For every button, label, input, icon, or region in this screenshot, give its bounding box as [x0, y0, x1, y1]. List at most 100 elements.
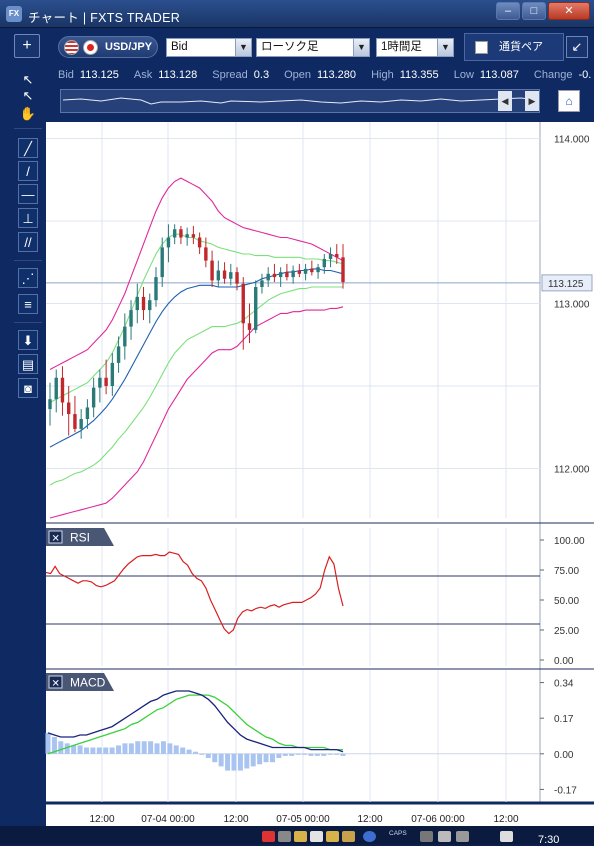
rsi-line: [45, 551, 344, 635]
currency-pair-checkbox[interactable]: [475, 41, 488, 54]
rsi-tick-label: 25.00: [554, 626, 579, 637]
change-label: Change: [533, 69, 573, 81]
low-label: Low: [453, 69, 474, 81]
candle-body: [191, 234, 196, 238]
candle-body: [123, 326, 127, 347]
macd-histogram-bar: [90, 747, 96, 754]
period-select[interactable]: 1時間足 ▼: [376, 38, 454, 57]
candle-body: [104, 377, 108, 386]
open-value: 113.280: [317, 69, 356, 81]
macd-histogram-bar: [173, 745, 179, 754]
list-tool-icon[interactable]: ▤: [18, 354, 38, 374]
fibonacci-retracement-tool-icon[interactable]: ≡: [18, 294, 38, 314]
help-icon[interactable]: [363, 831, 376, 842]
candle-body: [316, 267, 320, 273]
horizontal-line-tool-icon[interactable]: —: [18, 184, 38, 204]
camera-tool-icon[interactable]: ◙: [18, 378, 38, 398]
home-icon[interactable]: ⌂: [558, 90, 580, 112]
macd-histogram-bar: [250, 753, 256, 767]
close-button[interactable]: ✕: [548, 2, 590, 20]
parallel-lines-tool-icon[interactable]: //: [18, 232, 38, 252]
currency-pair-tab[interactable]: 通貨ペア: [464, 33, 564, 61]
add-chart-button[interactable]: +: [14, 34, 40, 58]
candle-body: [297, 270, 302, 274]
tray-monitor-icon: [456, 831, 469, 842]
high-label: High: [371, 69, 394, 81]
fibonacci-fan-tool-icon[interactable]: ⋰: [18, 268, 38, 288]
macd-histogram-bar: [334, 753, 340, 755]
minimize-button[interactable]: –: [496, 2, 520, 20]
candle-body: [129, 310, 133, 327]
price-type-value: Bid: [171, 41, 188, 53]
candle-body: [179, 229, 183, 238]
macd-histogram-bar: [109, 747, 115, 754]
crosshair-pointer-tool-icon[interactable]: ↖: [22, 88, 34, 103]
macd-histogram-bar: [141, 741, 147, 754]
price-plot-area[interactable]: [46, 122, 540, 518]
candle-body: [291, 270, 295, 278]
chart-navigator[interactable]: [60, 89, 540, 113]
time-tick-label: 12:00: [89, 814, 114, 825]
close-icon[interactable]: ✕: [52, 534, 60, 545]
navigator-left-arrow[interactable]: ◀: [498, 91, 512, 111]
macd-histogram-bar: [282, 753, 288, 756]
tray-app-icon: [278, 831, 291, 842]
bollinger-upper-2sigma-line: [49, 177, 344, 370]
time-tick-label: 07-04 00:00: [141, 814, 195, 825]
download-tool-icon[interactable]: ⬇: [18, 330, 38, 350]
close-icon-box[interactable]: [48, 530, 63, 544]
candle-body: [341, 257, 345, 283]
candle-body: [98, 377, 102, 388]
maximize-button[interactable]: □: [522, 2, 546, 20]
ask-value: 113.128: [158, 69, 198, 81]
candle-body: [204, 247, 208, 261]
candle-body: [197, 237, 202, 248]
macd-histogram-bar: [295, 753, 301, 755]
pointer-tool-icon[interactable]: ↖: [22, 72, 34, 87]
macd-histogram-bar: [263, 753, 269, 763]
macd-tick-label: -0.17: [554, 785, 577, 796]
price-type-select[interactable]: Bid ▼: [166, 38, 252, 57]
candle-body: [303, 268, 308, 274]
tray-alert-icon: [262, 831, 275, 842]
vertical-line-tool-icon[interactable]: ⊥: [18, 208, 38, 228]
macd-indicator-tab[interactable]: ✕ MACD: [46, 673, 114, 691]
title-bar[interactable]: FX チャート | FXTS TRADER – □ ✕: [0, 0, 594, 28]
line-tool-icon[interactable]: /: [18, 161, 38, 181]
macd-histogram-bar: [160, 741, 166, 754]
close-icon-box[interactable]: [48, 675, 63, 689]
chart-type-select[interactable]: ローソク足 ▼: [256, 38, 370, 57]
candle-body: [160, 247, 164, 278]
expand-icon[interactable]: ↙: [566, 36, 588, 58]
trend-pen-tool-icon[interactable]: ╱: [18, 138, 38, 158]
currency-pair-selector[interactable]: USD/JPY: [58, 36, 158, 58]
candle-body: [110, 362, 115, 386]
rsi-tick-label: 75.00: [554, 566, 579, 577]
macd-histogram-bar: [51, 737, 57, 754]
navigator-right-arrow[interactable]: ▶: [525, 91, 539, 111]
close-icon[interactable]: ✕: [52, 679, 60, 690]
rsi-plot-area[interactable]: [46, 528, 594, 666]
price-tick-label: 113.000: [554, 300, 590, 311]
macd-histogram-bar: [64, 743, 70, 754]
rsi-tick-label: 100.00: [554, 536, 585, 547]
spread-label: Spread: [212, 69, 248, 81]
hand-tool-icon[interactable]: ✋: [19, 106, 37, 121]
candle-body: [328, 254, 333, 259]
macd-indicator-tab-background: [46, 673, 114, 691]
navigator-overview-line: [62, 97, 538, 105]
rsi-indicator-tab[interactable]: ✕ RSI: [46, 528, 114, 546]
macd-histogram-bar: [340, 753, 346, 756]
macd-histogram-bar: [269, 753, 275, 763]
rsi-indicator-tab-label: RSI: [70, 531, 90, 545]
macd-plot-area[interactable]: [46, 670, 594, 802]
low-value: 113.087: [479, 69, 519, 81]
candle-body: [272, 273, 277, 278]
rsi-tick-label: 0.00: [554, 656, 574, 667]
macd-histogram-bar: [77, 745, 83, 754]
change-value: -0.: [578, 69, 592, 81]
macd-histogram-bar: [180, 747, 186, 754]
macd-histogram-bar: [154, 743, 160, 754]
macd-tick-label: 0.17: [554, 714, 574, 725]
